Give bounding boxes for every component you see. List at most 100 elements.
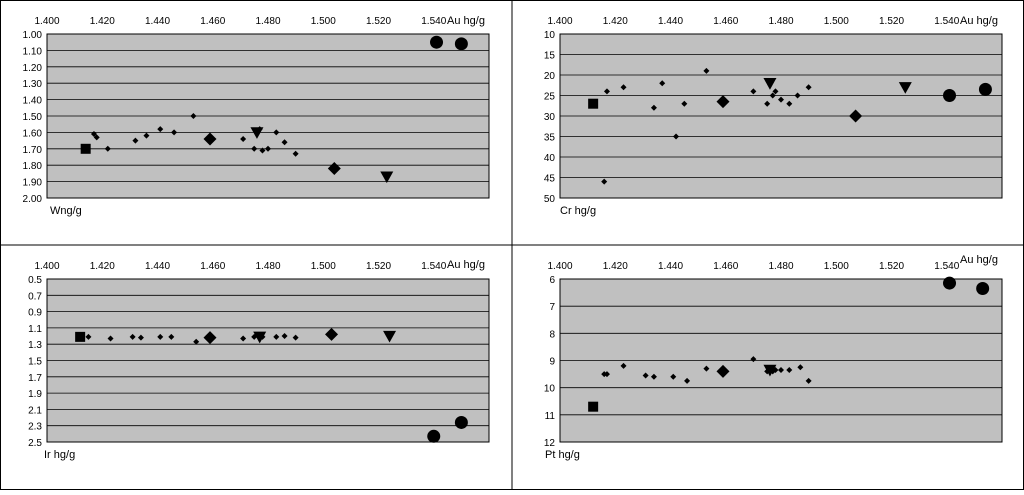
data-point-diamond-small [259,147,266,154]
y-axis-label: Wng/g [50,205,82,217]
y-tick-label: 1.30 [23,79,43,90]
y-tick-label: 15 [544,51,556,62]
x-tick-label: 1.540 [934,16,959,27]
data-point-diamond-small [670,373,677,380]
data-point-diamond-small [132,137,139,144]
data-points [588,276,990,412]
data-point-diamond-small [769,92,776,99]
data-point-diamond-small [797,364,804,371]
y-tick-label: 20 [544,71,556,82]
data-point-diamond-small [764,100,771,107]
y-tick-label: 11 [545,411,556,422]
x-tick-label: 1.520 [879,16,904,27]
data-point-circle [454,415,468,429]
x-tick-label: 1.500 [311,261,336,272]
data-point-diamond-small [642,372,649,379]
x-tick-label: 1.540 [421,261,446,272]
panel-pt: 1.400 1.420 1.440 1.460 1.480 1.500 1.520 1.540… [544,254,1003,461]
data-point-diamond-small [620,84,627,91]
x-tick-label: 1.480 [255,16,280,27]
x-tick-label: 1.540 [421,16,446,27]
y-tick-label: 1.1 [28,324,42,335]
data-point-diamond-small [107,335,114,342]
y-tick-label: 7 [549,302,555,313]
data-point-triangle-down [898,82,912,94]
y-tick-label: 1.70 [23,145,43,156]
data-points [75,327,468,443]
data-point-diamond-small [292,334,299,341]
data-point-diamond-small [240,135,247,142]
x-tick-label: 1.500 [824,16,849,27]
y-tick-label: 1.00 [23,30,43,41]
data-point-diamond-small [601,178,608,185]
x-axis-label: Au hg/g [447,259,485,271]
x-tick-labels: 1.400 1.420 1.440 1.460 1.480 1.500 1.520 1.540 [34,261,446,272]
x-tick-labels: 1.400 1.420 1.440 1.460 1.480 1.500 1.520 1.540 [34,16,446,27]
y-tick-label: 1.40 [23,96,43,107]
data-point-triangle-down [383,330,397,343]
y-tick-label: 6 [549,275,555,286]
x-tick-label: 1.520 [366,261,391,272]
y-tick-labels: 10 15 20 25 30 35 40 45 50 [544,30,556,205]
data-point-circle [427,429,441,443]
y-tick-label: 0.5 [28,275,42,286]
data-point-diamond-large [716,364,730,378]
y-tick-labels: 6 7 8 9 10 11 12 [544,275,556,449]
x-tick-label: 1.440 [658,261,683,272]
data-point-circle [430,35,444,49]
data-point-diamond-small [805,377,812,384]
y-tick-label: 1.9 [28,389,42,400]
data-point-diamond-small [620,362,627,369]
x-tick-label: 1.460 [200,261,225,272]
data-point-diamond-small [281,333,288,340]
data-point-diamond-small [251,145,258,152]
data-point-diamond-large [716,95,730,109]
gridlines [560,278,1002,443]
data-point-diamond-small [281,139,288,146]
data-point-square [588,401,599,412]
data-point-circle [943,276,957,290]
y-tick-labels: 0.5 0.7 0.9 1.1 1.3 1.5 1.7 1.9 2.1 2.3 2.5 [28,275,42,449]
data-point-diamond-large [849,109,863,123]
data-point-diamond-small [85,333,92,340]
data-point-diamond-small [805,84,812,91]
data-point-diamond-small [143,132,150,139]
gridlines [47,278,489,443]
x-tick-label: 1.400 [547,16,572,27]
data-point-triangle-down [763,78,777,90]
gridlines [47,33,489,199]
y-tick-label: 1.80 [23,161,43,172]
x-tick-label: 1.400 [34,16,59,27]
data-point-diamond-large [203,132,217,146]
y-tick-label: 35 [544,133,556,144]
data-point-diamond-small [673,133,680,140]
y-tick-label: 40 [544,153,556,164]
data-point-diamond-small [786,100,793,107]
data-point-circle [454,37,468,51]
data-points [588,67,992,185]
x-tick-label: 1.460 [713,16,738,27]
y-tick-label: 9 [549,357,555,368]
data-point-diamond-small [157,126,164,133]
data-point-diamond-small [681,100,688,107]
data-point-diamond-small [171,129,178,136]
data-point-diamond-small [190,113,197,119]
x-tick-label: 1.420 [603,16,628,27]
data-point-diamond-large [203,331,217,345]
y-tick-label: 1.90 [23,178,43,189]
data-point-diamond-small [93,134,100,141]
y-axis-label: Pt hg/g [545,449,580,461]
x-axis-label: Au hg/g [960,254,998,266]
data-point-diamond-small [603,371,610,378]
y-tick-label: 45 [544,174,556,185]
data-point-diamond-small [794,92,801,99]
y-tick-label: 1.50 [23,112,43,123]
data-point-square [75,331,86,342]
x-tick-label: 1.400 [34,261,59,272]
x-tick-label: 1.520 [366,16,391,27]
data-point-diamond-small [684,377,691,384]
panel-ir: 1.400 1.420 1.440 1.460 1.480 1.500 1.520 1.540… [28,259,490,461]
x-tick-labels: 1.400 1.420 1.440 1.460 1.480 1.500 1.520 1.540 [547,16,959,27]
data-point-diamond-small [603,88,610,95]
